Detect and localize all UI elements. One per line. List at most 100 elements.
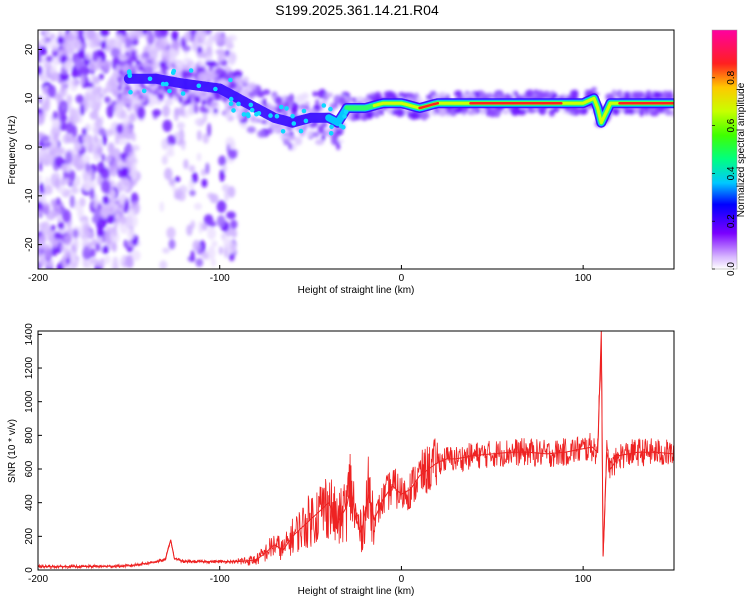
- heatmap-x-ticks: -200 -100 0 100: [28, 265, 592, 284]
- heatmap-cell: [60, 103, 67, 112]
- heatmap-cell: [96, 86, 102, 94]
- heatmap-cell: [502, 109, 509, 115]
- heatmap-cell: [77, 206, 84, 220]
- heatmap-cell: [220, 59, 228, 67]
- heatmap-cell: [216, 215, 226, 228]
- heatmap-cell: [203, 40, 214, 47]
- heatmap-cell: [38, 162, 43, 172]
- heatmap-cell: [51, 236, 59, 249]
- heatmap-cell: [402, 93, 407, 101]
- heatmap-cell: [208, 220, 217, 228]
- heatmap-cell: [66, 94, 73, 105]
- colorbar-tick-label: 0.6: [726, 118, 737, 132]
- heatmap-cell: [510, 106, 520, 116]
- heatmap-cell: [208, 66, 213, 72]
- heatmap-cell: [233, 76, 242, 85]
- heatmap-cell: [83, 98, 89, 112]
- heatmap-cell: [66, 39, 73, 54]
- heatmap-cell: [526, 89, 534, 98]
- heatmap-peak: [328, 131, 334, 136]
- heatmap-cell: [161, 155, 168, 165]
- heatmap-cell: [146, 30, 153, 35]
- heatmap-cell: [228, 81, 237, 90]
- snr-line-trace: [38, 353, 674, 570]
- heatmap-peak: [254, 111, 259, 117]
- heatmap-cell: [122, 111, 128, 119]
- heatmap-cell: [198, 220, 204, 234]
- heatmap-cell: [137, 106, 146, 120]
- heatmap-cell: [142, 30, 147, 35]
- heatmap-peak: [328, 106, 333, 112]
- heatmap-cell: [132, 94, 139, 100]
- heatmap-cell: [132, 55, 138, 63]
- heatmap-cell: [224, 189, 230, 202]
- heatmap-cell: [38, 46, 48, 56]
- heatmap-cell: [73, 111, 80, 123]
- heatmap-peak: [236, 101, 241, 107]
- heatmap-cell: [168, 239, 176, 250]
- heatmap-cell: [306, 130, 313, 137]
- heatmap-cell: [38, 174, 43, 184]
- heatmap-cell: [174, 188, 183, 197]
- heatmap-cell: [38, 112, 45, 126]
- heatmap-cell: [57, 48, 65, 56]
- heatmap-peak: [188, 68, 194, 73]
- heatmap-cell: [57, 36, 65, 45]
- heatmap-cell: [41, 135, 50, 142]
- heatmap-cell: [228, 253, 235, 262]
- heatmap-cell: [202, 133, 210, 144]
- heatmap-cell: [100, 206, 109, 219]
- heatmap-cell: [178, 95, 183, 104]
- heatmap-cell: [301, 92, 310, 100]
- heatmap-cell: [118, 60, 127, 67]
- heatmap-cell: [103, 156, 112, 163]
- heatmap-cell: [160, 66, 170, 71]
- heatmap-peak: [228, 77, 233, 83]
- heatmap-cell: [88, 97, 99, 110]
- heatmap-x-tick-label: -100: [210, 273, 230, 284]
- heatmap-cell: [204, 75, 210, 81]
- heatmap-cell: [105, 129, 113, 137]
- heatmap-cell: [123, 239, 128, 248]
- heatmap-cell: [137, 65, 145, 72]
- heatmap-y-tick-label: 0: [24, 144, 35, 150]
- heatmap-cell: [116, 123, 124, 134]
- heatmap-cell: [64, 132, 70, 144]
- colorbar-ticks: 0.0 0.2 0.4 0.6 0.8: [712, 70, 737, 276]
- heatmap-cell: [118, 84, 123, 92]
- heatmap-y-tick-label: -20: [24, 237, 35, 252]
- heatmap-cell: [147, 92, 154, 102]
- heatmap-cell: [155, 99, 162, 105]
- heatmap-cell: [211, 240, 218, 248]
- heatmap-cell: [121, 178, 131, 190]
- heatmap-peak: [290, 113, 295, 119]
- heatmap-cell: [229, 140, 236, 150]
- heatmap-cell: [652, 92, 663, 98]
- heatmap-cell: [199, 105, 207, 113]
- heatmap-cell: [42, 87, 48, 96]
- heatmap-cell: [82, 245, 91, 260]
- heatmap-cell: [262, 89, 271, 95]
- snr-x-tick-label: -100: [210, 574, 230, 585]
- heatmap-cell: [647, 106, 654, 113]
- heatmap-cell: [113, 202, 120, 214]
- colorbar-tick-label: 0.0: [726, 262, 737, 276]
- snr-y-ticks: 0 200 400 600 800 1000 1200 1400: [24, 323, 42, 573]
- heatmap-cell: [338, 96, 347, 106]
- heatmap-cell: [57, 216, 62, 224]
- heatmap-cell: [166, 134, 177, 146]
- heatmap-cell: [168, 48, 178, 60]
- heatmap-cell: [315, 139, 325, 146]
- heatmap-cell: [257, 130, 266, 138]
- heatmap-cell: [227, 51, 237, 65]
- heatmap-cell: [83, 182, 92, 192]
- heatmap-cell: [231, 228, 238, 238]
- heatmap-cell: [115, 212, 122, 221]
- heatmap-cell: [162, 105, 171, 118]
- heatmap-cell: [114, 34, 124, 42]
- snr-frame: [37, 330, 675, 571]
- heatmap-cell: [207, 246, 216, 260]
- heatmap-cell: [207, 122, 212, 137]
- heatmap-cell: [95, 242, 101, 252]
- heatmap-cell: [65, 122, 74, 135]
